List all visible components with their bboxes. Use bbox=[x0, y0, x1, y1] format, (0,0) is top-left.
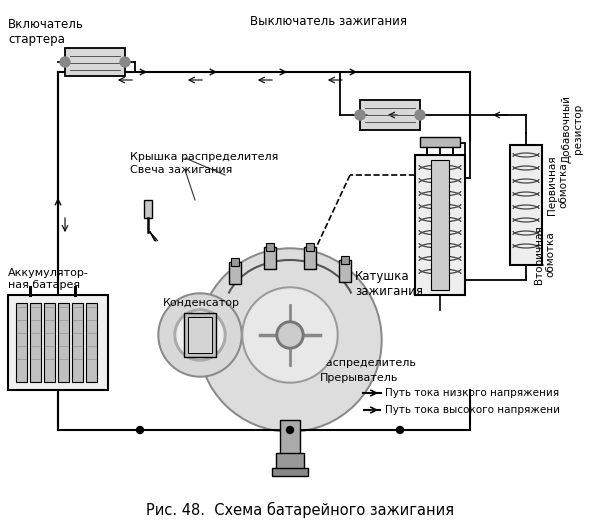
Circle shape bbox=[244, 289, 336, 381]
Text: Вторичная
обмотка: Вторичная обмотка bbox=[534, 225, 556, 284]
Bar bbox=[431, 160, 449, 290]
Circle shape bbox=[120, 57, 130, 67]
Circle shape bbox=[355, 110, 365, 120]
Bar bbox=[231, 258, 239, 266]
Bar bbox=[266, 243, 274, 251]
Circle shape bbox=[198, 248, 382, 432]
Circle shape bbox=[160, 295, 240, 375]
Circle shape bbox=[415, 110, 425, 120]
Bar bbox=[72, 303, 83, 382]
Text: Крышка распределителя: Крышка распределителя bbox=[130, 152, 278, 162]
Circle shape bbox=[242, 287, 338, 383]
Circle shape bbox=[60, 57, 70, 67]
Text: Добавочный
резистор: Добавочный резистор bbox=[561, 95, 583, 163]
Text: Выключатель зажигания: Выключатель зажигания bbox=[250, 15, 407, 28]
Bar bbox=[420, 137, 460, 147]
Text: Свеча зажигания: Свеча зажигания bbox=[130, 165, 232, 175]
Circle shape bbox=[287, 427, 293, 433]
Circle shape bbox=[276, 321, 304, 349]
Bar bbox=[229, 262, 241, 284]
Bar bbox=[510, 145, 542, 265]
Bar bbox=[306, 243, 314, 251]
Text: Прерыватель: Прерыватель bbox=[320, 373, 398, 383]
Bar bbox=[304, 247, 316, 269]
Bar bbox=[44, 303, 55, 382]
Bar bbox=[339, 260, 351, 282]
Bar bbox=[184, 313, 216, 357]
Text: Первичная
обмотка: Первичная обмотка bbox=[547, 155, 569, 214]
Circle shape bbox=[137, 427, 143, 433]
Bar bbox=[65, 48, 125, 76]
Circle shape bbox=[177, 312, 223, 358]
Bar bbox=[144, 200, 152, 218]
Bar bbox=[16, 303, 27, 382]
Circle shape bbox=[279, 324, 301, 346]
Text: Катушка
зажигания: Катушка зажигания bbox=[355, 270, 423, 298]
Bar bbox=[276, 453, 304, 471]
Text: Рис. 48.  Схема батарейного зажигания: Рис. 48. Схема батарейного зажигания bbox=[146, 502, 454, 518]
Bar bbox=[415, 155, 465, 295]
Bar bbox=[8, 295, 108, 390]
Circle shape bbox=[158, 293, 242, 377]
Bar bbox=[264, 247, 276, 269]
Bar bbox=[58, 303, 69, 382]
Circle shape bbox=[200, 250, 380, 430]
Bar bbox=[30, 303, 41, 382]
Text: Распределитель: Распределитель bbox=[320, 358, 417, 368]
Circle shape bbox=[397, 427, 404, 433]
Bar bbox=[272, 468, 308, 476]
Circle shape bbox=[174, 309, 226, 361]
Bar bbox=[86, 303, 97, 382]
Bar bbox=[360, 100, 420, 130]
Text: Путь тока высокого напряжени: Путь тока высокого напряжени bbox=[385, 405, 560, 415]
Bar bbox=[341, 256, 349, 264]
Bar bbox=[280, 420, 300, 455]
Text: Аккумулятор-
ная батарея: Аккумулятор- ная батарея bbox=[8, 268, 89, 290]
Text: Конденсатор: Конденсатор bbox=[163, 298, 240, 308]
Text: Путь тока низкого напряжения: Путь тока низкого напряжения bbox=[385, 388, 559, 398]
Text: Включатель
стартера: Включатель стартера bbox=[8, 18, 84, 46]
Bar bbox=[188, 317, 212, 353]
